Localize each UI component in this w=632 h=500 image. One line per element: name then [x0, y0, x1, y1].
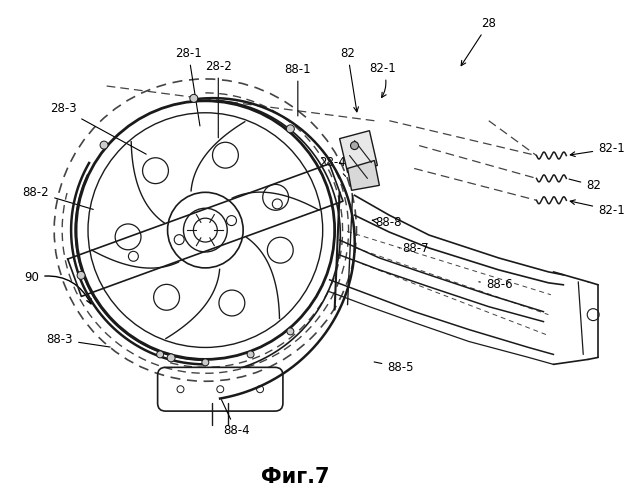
Polygon shape [339, 130, 377, 172]
Polygon shape [348, 160, 379, 190]
Text: 28-1: 28-1 [175, 46, 202, 126]
Circle shape [100, 141, 108, 149]
Text: 88-4: 88-4 [221, 400, 250, 438]
Text: 28-2: 28-2 [205, 60, 232, 138]
Text: 88-1: 88-1 [284, 62, 311, 116]
Text: 88-2: 88-2 [23, 186, 94, 210]
Circle shape [190, 94, 198, 102]
Text: Фиг.7: Фиг.7 [260, 466, 329, 486]
Text: 82: 82 [569, 179, 601, 192]
Circle shape [202, 359, 209, 366]
Text: 82-1: 82-1 [570, 200, 625, 216]
Circle shape [286, 125, 295, 133]
Text: 82-1: 82-1 [369, 62, 396, 98]
Text: 88-6: 88-6 [479, 278, 513, 291]
Circle shape [247, 351, 254, 358]
Text: 28: 28 [461, 17, 496, 66]
Text: 88-3: 88-3 [47, 333, 110, 347]
Text: 88-7: 88-7 [399, 242, 429, 254]
Text: 82: 82 [340, 46, 358, 112]
Text: 90: 90 [25, 272, 91, 304]
Text: 28-4: 28-4 [319, 156, 346, 176]
Text: 88-5: 88-5 [374, 361, 414, 374]
Circle shape [157, 351, 164, 358]
Text: 88-8: 88-8 [372, 216, 402, 228]
Circle shape [351, 142, 358, 150]
Circle shape [167, 354, 175, 362]
Circle shape [287, 328, 294, 335]
Text: 28-3: 28-3 [50, 102, 146, 154]
Circle shape [77, 272, 85, 280]
Text: 82-1: 82-1 [570, 142, 625, 156]
